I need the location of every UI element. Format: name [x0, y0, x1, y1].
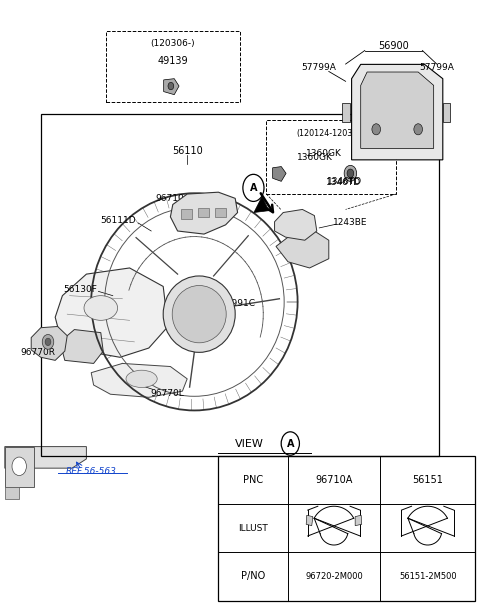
Text: PNC: PNC	[243, 475, 263, 485]
Circle shape	[45, 338, 51, 346]
Polygon shape	[91, 363, 187, 397]
Ellipse shape	[172, 286, 226, 342]
Polygon shape	[60, 330, 103, 363]
Text: 49139: 49139	[157, 55, 188, 65]
Polygon shape	[306, 515, 313, 525]
Text: 56111D: 56111D	[100, 216, 135, 225]
Text: 57799A: 57799A	[420, 63, 454, 72]
Polygon shape	[5, 447, 86, 468]
Polygon shape	[443, 103, 450, 122]
Circle shape	[42, 334, 54, 349]
Polygon shape	[342, 103, 350, 122]
Polygon shape	[5, 487, 19, 499]
Text: 96770L: 96770L	[150, 389, 184, 397]
Ellipse shape	[163, 276, 235, 352]
Bar	[215, 208, 226, 217]
Text: 1346TD: 1346TD	[325, 179, 361, 187]
Circle shape	[168, 83, 174, 90]
Text: (120124-120306): (120124-120306)	[297, 129, 366, 138]
Text: 96770R: 96770R	[20, 349, 55, 357]
Ellipse shape	[84, 296, 118, 320]
Circle shape	[347, 169, 354, 177]
Bar	[198, 208, 209, 217]
Polygon shape	[170, 192, 238, 234]
Text: VIEW: VIEW	[235, 439, 264, 448]
Text: 56900: 56900	[378, 41, 409, 51]
Polygon shape	[55, 268, 168, 357]
Circle shape	[372, 124, 381, 135]
Bar	[106, 31, 240, 102]
Text: 56110: 56110	[172, 146, 203, 156]
Polygon shape	[351, 65, 443, 160]
Text: ILLUST: ILLUST	[238, 524, 268, 533]
Text: 96710A: 96710A	[156, 194, 190, 203]
Polygon shape	[273, 166, 286, 181]
Bar	[181, 209, 192, 219]
Polygon shape	[276, 231, 329, 268]
Ellipse shape	[126, 370, 157, 387]
Polygon shape	[361, 72, 434, 148]
Text: 57799A: 57799A	[302, 63, 336, 72]
Text: 1243BE: 1243BE	[333, 219, 368, 227]
Text: 1360GK: 1360GK	[306, 149, 342, 158]
Text: REF.56-563: REF.56-563	[66, 467, 117, 476]
Text: A: A	[287, 439, 294, 448]
Bar	[41, 114, 439, 456]
Polygon shape	[164, 79, 179, 95]
Bar	[266, 120, 396, 194]
Polygon shape	[275, 209, 317, 240]
Text: 56151: 56151	[412, 475, 443, 485]
Polygon shape	[355, 515, 362, 525]
Circle shape	[12, 457, 26, 476]
Polygon shape	[31, 326, 67, 360]
Text: P/NO: P/NO	[241, 572, 265, 582]
Text: 1360GK: 1360GK	[297, 153, 332, 161]
Text: A: A	[250, 183, 257, 193]
Circle shape	[344, 165, 357, 181]
Polygon shape	[254, 197, 269, 213]
Text: 56991C: 56991C	[220, 299, 255, 307]
Bar	[5, 447, 34, 487]
Text: (120306-): (120306-)	[151, 39, 195, 48]
Text: 96710A: 96710A	[315, 475, 353, 485]
Text: 96720-2M000: 96720-2M000	[305, 572, 363, 581]
Bar	[218, 456, 475, 601]
Text: 56130F: 56130F	[64, 285, 97, 294]
Text: 1346TD: 1346TD	[327, 177, 362, 185]
Circle shape	[414, 124, 422, 135]
Text: 56151-2M500: 56151-2M500	[399, 572, 456, 581]
